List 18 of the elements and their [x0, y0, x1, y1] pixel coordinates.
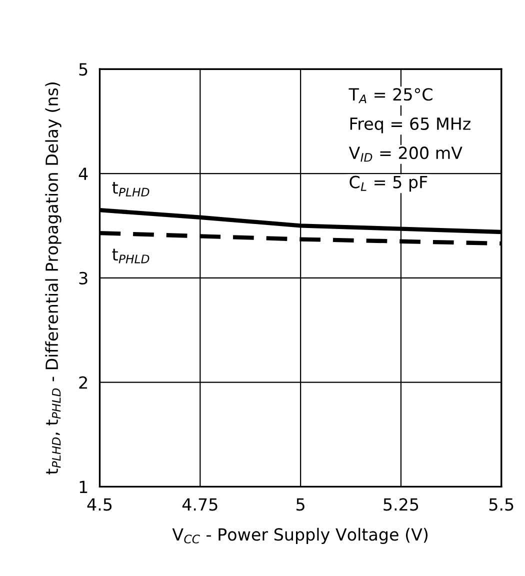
- y-tick-label: 3: [79, 272, 88, 284]
- y-tick-label: 5: [79, 63, 88, 76]
- x-tick-label: 4.75: [182, 498, 218, 511]
- annotation: V$_{ID}$ = 200 mV: [348, 146, 462, 162]
- y-tick-label: 4: [78, 168, 88, 180]
- x-tick-label: 5.5: [489, 498, 514, 511]
- y-tick-label: 1: [80, 480, 88, 494]
- x-tick-label: 4.5: [87, 498, 112, 511]
- x-tick-label: 5.25: [384, 498, 418, 511]
- series-label: t$_{PLHD}$: [112, 182, 150, 196]
- annotation: Freq = 65 MHz: [350, 117, 470, 134]
- series-label: t$_{PHLD}$: [112, 248, 150, 264]
- annotation: T$_{A}$ = 25°C: [348, 88, 432, 104]
- x-tick-label: 5: [296, 498, 304, 511]
- x-axis-title: V$_{CC}$ - Power Supply Voltage (V): [172, 528, 428, 544]
- y-axis-title: t$_{PLHD}$, t$_{PHLD}$ - Differential Propagation Delay (ns): [45, 82, 62, 474]
- y-tick-label: 2: [79, 376, 87, 389]
- annotation: C$_{L}$ = 5 pF: [350, 176, 428, 192]
